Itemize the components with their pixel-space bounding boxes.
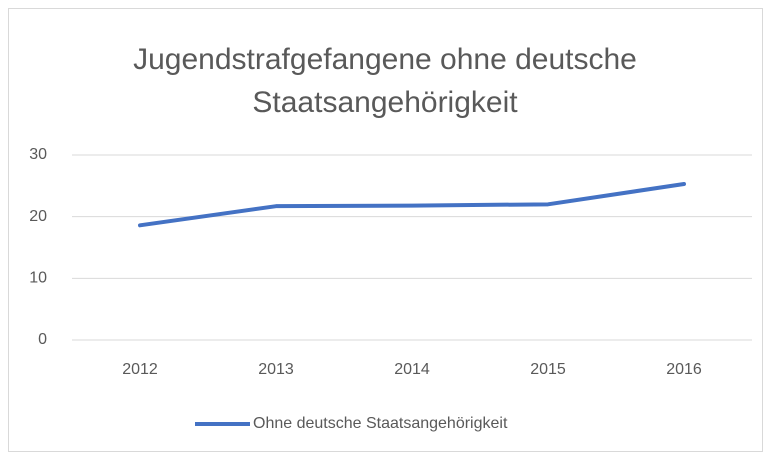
y-tick-label: 10 xyxy=(29,270,47,287)
x-tick-label: 2015 xyxy=(530,361,566,378)
y-tick-label: 30 xyxy=(29,146,47,163)
x-tick-label: 2012 xyxy=(122,361,158,378)
chart-title: Jugendstrafgefangene ohne deutsche Staat… xyxy=(133,43,637,119)
x-tick-label: 2014 xyxy=(394,361,430,378)
y-tick-label: 20 xyxy=(29,208,47,225)
data-line xyxy=(138,181,686,228)
x-tick-label: 2016 xyxy=(666,361,702,378)
y-tick-label: 0 xyxy=(38,331,47,348)
legend-label: Ohne deutsche Staatsangehörigkeit xyxy=(253,415,508,432)
chart-border xyxy=(8,8,763,452)
x-tick-label: 2013 xyxy=(258,361,294,378)
